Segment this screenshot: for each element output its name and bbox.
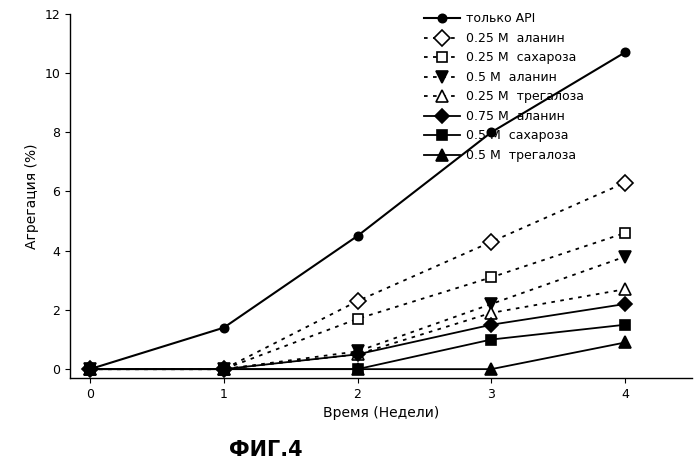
Text: ФИГ.4: ФИГ.4 <box>229 440 303 461</box>
Legend: только API, 0.25 М  аланин, 0.25 М  сахароза, 0.5 М  аланин, 0.25 М  трегалоза, : только API, 0.25 М аланин, 0.25 М сахаро… <box>424 12 584 162</box>
Y-axis label: Агрегация (%): Агрегация (%) <box>24 143 38 248</box>
X-axis label: Время (Недели): Время (Недели) <box>323 406 439 420</box>
